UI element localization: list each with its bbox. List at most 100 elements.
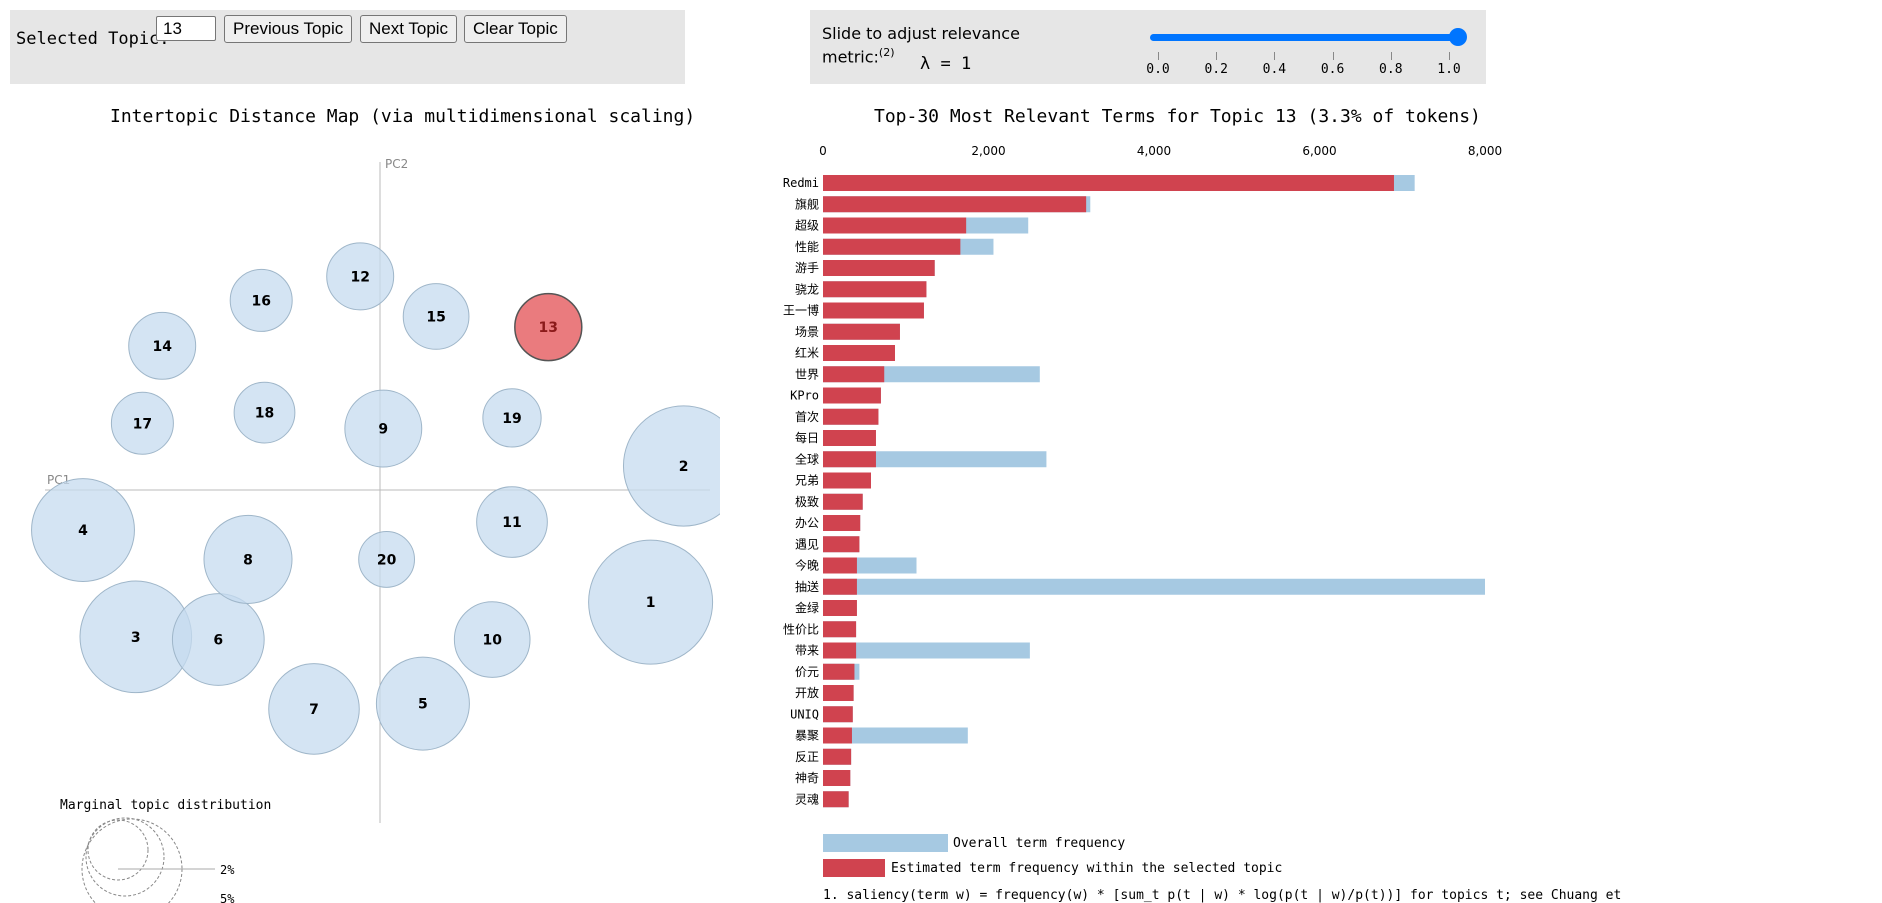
topic-bar[interactable] (823, 663, 855, 680)
topic-bar[interactable] (823, 600, 857, 616)
term-label[interactable]: 办公 (795, 515, 819, 530)
term-label[interactable]: 全球 (795, 451, 819, 466)
topic-circle-6[interactable] (171, 593, 265, 686)
slider-tick-mark (1332, 52, 1334, 60)
legend-topic-label: Estimated term frequency within the sele… (891, 861, 1283, 876)
topic-bar[interactable] (823, 536, 860, 553)
topic-bar[interactable] (823, 451, 876, 468)
topic-circle-10[interactable] (453, 601, 531, 678)
term-label[interactable]: 开放 (795, 685, 819, 700)
saliency-footnote: 1. saliency(term w) = frequency(w) * [su… (823, 888, 1622, 903)
term-label[interactable]: KPro (790, 389, 819, 403)
topic-circle-1[interactable] (588, 539, 714, 665)
relevance-slider-track[interactable] (1150, 34, 1456, 41)
overall-bar[interactable] (823, 451, 1047, 468)
topic-label-9: 9 (378, 422, 388, 438)
topic-bar[interactable] (823, 706, 853, 723)
overall-bar[interactable] (823, 727, 968, 744)
marginal-label-2pct: 2% (220, 863, 235, 877)
topic-bar[interactable] (823, 366, 885, 383)
topic-bar[interactable] (823, 685, 854, 701)
term-label[interactable]: 极致 (795, 495, 819, 509)
topic-circle-9[interactable] (344, 389, 423, 468)
overall-bar[interactable] (823, 578, 1485, 595)
term-label[interactable]: 金绿 (795, 600, 819, 615)
term-label[interactable]: 今晚 (795, 558, 819, 573)
term-label[interactable]: 旗舰 (795, 196, 819, 211)
term-label[interactable]: 价元 (795, 665, 819, 679)
topic-bar[interactable] (823, 748, 852, 765)
topic-label-2: 2 (679, 459, 689, 475)
slider-tick-label: 0.8 (1379, 62, 1403, 77)
x-tick-label: 2,000 (971, 144, 1005, 158)
term-label[interactable]: 抽送 (795, 579, 819, 594)
topic-circle-20[interactable] (358, 531, 416, 588)
topic-bar[interactable] (823, 515, 861, 531)
topic-bar[interactable] (823, 727, 852, 744)
overall-bar[interactable] (823, 642, 1030, 659)
topic-bar[interactable] (823, 493, 863, 510)
term-label[interactable]: 超级 (795, 218, 819, 233)
topic-bar[interactable] (823, 217, 967, 234)
topic-circle-18[interactable] (233, 381, 296, 444)
topic-bar[interactable] (823, 408, 879, 425)
topic-bar[interactable] (823, 621, 857, 638)
topic-bar[interactable] (823, 238, 961, 255)
next-topic-button[interactable]: Next Topic (360, 15, 458, 43)
topic-circle-4[interactable] (31, 478, 135, 583)
topic-bar[interactable] (823, 260, 935, 276)
term-label[interactable]: 性价比 (783, 622, 819, 636)
term-label[interactable]: 带来 (795, 644, 819, 658)
term-label[interactable]: 游手 (795, 261, 819, 275)
term-label[interactable]: 王一博 (783, 303, 819, 318)
relevance-slider-thumb[interactable] (1449, 28, 1467, 46)
topic-bar[interactable] (823, 472, 871, 489)
topic-bar[interactable] (823, 791, 849, 808)
term-label[interactable]: 骁龙 (795, 282, 819, 296)
topic-circle-12[interactable] (326, 242, 395, 311)
topic-bar[interactable] (823, 557, 857, 574)
term-label[interactable]: 每日 (795, 430, 819, 445)
topic-circle-8[interactable] (203, 514, 293, 604)
term-label[interactable]: Redmi (783, 176, 819, 190)
topic-bar[interactable] (823, 302, 924, 319)
term-label[interactable]: 遇见 (795, 537, 819, 551)
topic-bar[interactable] (823, 642, 857, 659)
topic-bar[interactable] (823, 387, 881, 404)
topic-circle-5[interactable] (375, 656, 470, 751)
term-label[interactable]: 性能 (795, 240, 819, 254)
term-label[interactable]: UNIQ (790, 707, 819, 721)
topic-bar[interactable] (823, 281, 927, 298)
topic-bar[interactable] (823, 345, 895, 361)
selected-topic-input[interactable] (156, 16, 216, 41)
previous-topic-button[interactable]: Previous Topic (224, 15, 353, 43)
topic-circle-11[interactable] (476, 486, 548, 558)
term-label[interactable]: 反正 (795, 750, 819, 764)
term-label[interactable]: 世界 (795, 367, 819, 381)
topic-circle-13[interactable] (514, 292, 583, 362)
topic-bar[interactable] (823, 323, 900, 340)
topic-circle-16[interactable] (229, 268, 293, 332)
term-label[interactable]: 兄弟 (795, 474, 819, 488)
topic-circle-17[interactable] (110, 391, 174, 455)
term-label[interactable]: 灵魂 (795, 791, 819, 806)
term-label[interactable]: 红米 (795, 345, 819, 360)
topic-bar[interactable] (823, 175, 1394, 191)
term-bar-chart: 0 2,000 4,000 6,000 8,000 Redmi 旗舰超级性能游手骁龙王一博场… (783, 144, 1502, 808)
topic-circle-19[interactable] (482, 388, 542, 448)
term-label[interactable]: 暴聚 (795, 729, 819, 743)
term-label[interactable]: 场景 (795, 325, 819, 339)
topic-circle-2[interactable] (622, 405, 720, 527)
marginal-ring-1 (87, 819, 149, 881)
topic-bar[interactable] (823, 196, 1087, 213)
topic-bar[interactable] (823, 430, 876, 446)
clear-topic-button[interactable]: Clear Topic (464, 15, 567, 43)
topic-label-7: 7 (309, 702, 319, 718)
topic-bar[interactable] (823, 578, 857, 595)
topic-bar[interactable] (823, 770, 851, 786)
term-label[interactable]: 神奇 (795, 771, 819, 785)
topic-circle-15[interactable] (402, 283, 470, 350)
term-label[interactable]: 首次 (795, 410, 819, 424)
topic-circle-7[interactable] (268, 663, 360, 755)
topic-circle-14[interactable] (128, 311, 197, 380)
